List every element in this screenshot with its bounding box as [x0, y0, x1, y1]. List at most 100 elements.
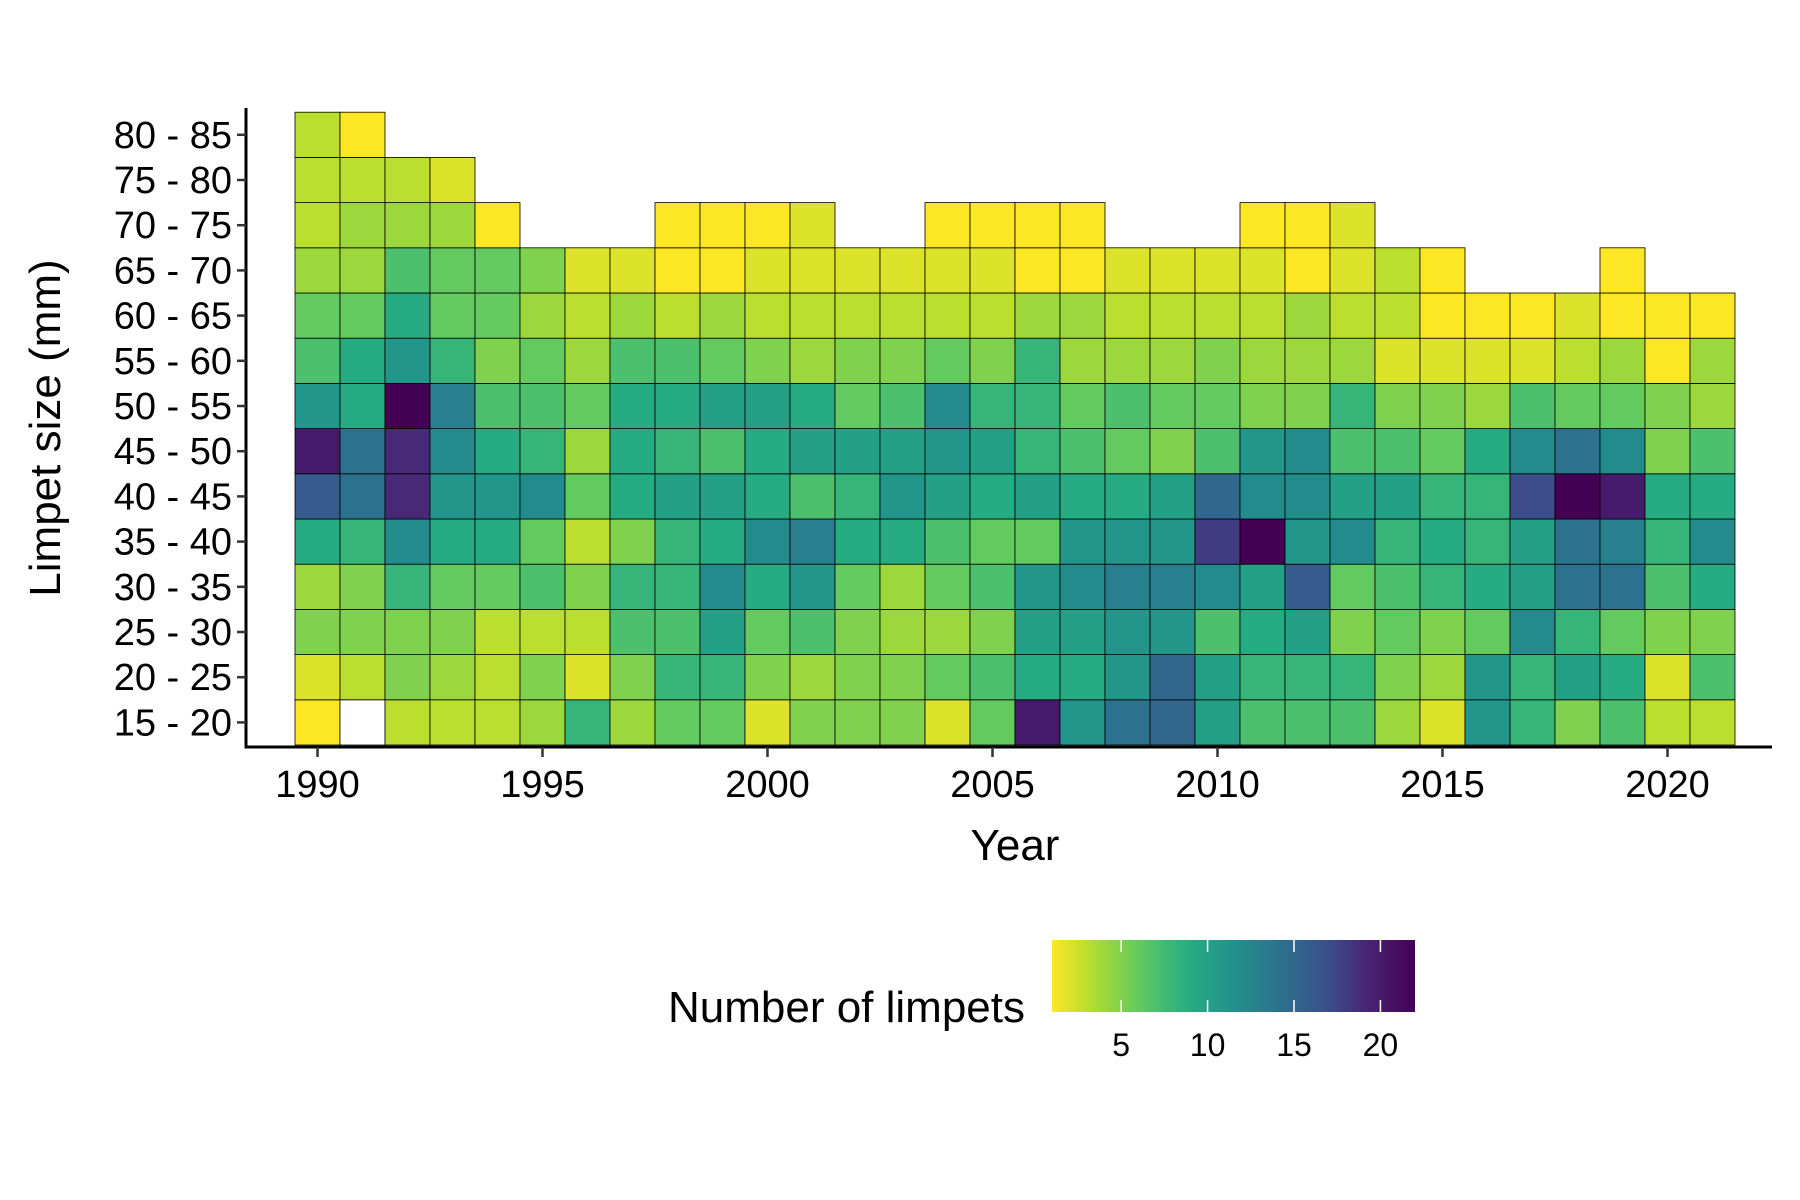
heatmap-cell-2012-50-55 [1284, 382, 1331, 429]
heatmap-cell-1997-35-40 [609, 518, 656, 565]
heatmap-cell-2002-60-65 [834, 292, 881, 339]
heatmap-cell-2021-25-30 [1689, 609, 1736, 656]
heatmap-cell-2020-25-30 [1644, 609, 1691, 656]
heatmap-cell-1998-55-60 [654, 337, 701, 384]
heatmap-cell-2007-50-55 [1059, 382, 1106, 429]
heatmap-cell-1998-65-70 [654, 247, 701, 294]
heatmap-cell-2017-15-20 [1509, 699, 1556, 746]
heatmap-cell-2004-70-75 [924, 202, 971, 249]
heatmap-cell-2005-20-25 [969, 654, 1016, 701]
heatmap-cell-2021-20-25 [1689, 654, 1736, 701]
heatmap-cell-1993-50-55 [429, 382, 476, 429]
heatmap-cell-2009-55-60 [1149, 337, 1196, 384]
heatmap-cell-2003-65-70 [879, 247, 926, 294]
heatmap-cell-2001-45-50 [789, 428, 836, 475]
heatmap-cell-2000-65-70 [744, 247, 791, 294]
color-legend: Number of limpets 5 10 15 20 [668, 940, 1415, 1063]
x-axis-ticks: 1990 1995 2000 2005 2010 2015 2020 [275, 747, 1710, 806]
heatmap-cell-2016-15-20 [1464, 699, 1511, 746]
heatmap-cell-2014-65-70 [1374, 247, 1421, 294]
legend-tick-label: 5 [1112, 1027, 1130, 1063]
heatmap-cell-2008-15-20 [1104, 699, 1151, 746]
heatmap-cell-2008-40-45 [1104, 473, 1151, 520]
heatmap-cell-1992-75-80 [384, 156, 431, 203]
y-tick-label: 45 - 50 [114, 431, 232, 473]
heatmap-cell-1997-40-45 [609, 473, 656, 520]
heatmap-cell-1991-50-55 [339, 382, 386, 429]
heatmap-cell-1997-55-60 [609, 337, 656, 384]
heatmap-cell-2019-25-30 [1599, 609, 1646, 656]
heatmap-cell-2003-60-65 [879, 292, 926, 339]
heatmap-cell-1995-35-40 [519, 518, 566, 565]
heatmap-cell-1991-20-25 [339, 654, 386, 701]
heatmap-cell-2013-35-40 [1329, 518, 1376, 565]
heatmap-cell-1991-25-30 [339, 609, 386, 656]
heatmap-cell-2015-60-65 [1419, 292, 1466, 339]
y-tick-label: 30 - 35 [114, 567, 232, 609]
heatmap-cell-2011-20-25 [1239, 654, 1286, 701]
heatmap-cell-1996-30-35 [564, 563, 611, 610]
heatmap-cell-1999-25-30 [699, 609, 746, 656]
y-tick-label: 70 - 75 [114, 205, 232, 247]
heatmap-cell-2004-40-45 [924, 473, 971, 520]
heatmap-cell-2014-20-25 [1374, 654, 1421, 701]
heatmap-cell-1993-65-70 [429, 247, 476, 294]
heatmap-cell-1999-70-75 [699, 202, 746, 249]
x-tick-label: 1990 [275, 764, 360, 806]
heatmap-cell-1997-45-50 [609, 428, 656, 475]
heatmap-cell-2009-50-55 [1149, 382, 1196, 429]
heatmap-cell-2020-35-40 [1644, 518, 1691, 565]
heatmap-cell-1995-15-20 [519, 699, 566, 746]
heatmap-cell-1992-20-25 [384, 654, 431, 701]
heatmap-cell-2019-15-20 [1599, 699, 1646, 746]
heatmap-cell-2001-70-75 [789, 202, 836, 249]
y-tick-label: 40 - 45 [114, 476, 232, 518]
heatmap-cell-2007-60-65 [1059, 292, 1106, 339]
heatmap-cell-1990-40-45 [294, 473, 341, 520]
heatmap-cell-1991-65-70 [339, 247, 386, 294]
heatmap-cell-2016-30-35 [1464, 563, 1511, 610]
heatmap-cell-2006-35-40 [1014, 518, 1061, 565]
x-tick-label: 2010 [1175, 764, 1260, 806]
heatmap-cell-2003-30-35 [879, 563, 926, 610]
heatmap-cell-2004-50-55 [924, 382, 971, 429]
heatmap-cell-2009-15-20 [1149, 699, 1196, 746]
heatmap-cell-1995-65-70 [519, 247, 566, 294]
heatmap-cell-2014-45-50 [1374, 428, 1421, 475]
heatmap-cell-1998-45-50 [654, 428, 701, 475]
heatmap-cell-1997-60-65 [609, 292, 656, 339]
heatmap-cell-2009-65-70 [1149, 247, 1196, 294]
heatmap-cell-2005-50-55 [969, 382, 1016, 429]
heatmap-cell-1990-35-40 [294, 518, 341, 565]
heatmap-cell-1994-35-40 [474, 518, 521, 565]
heatmap-cell-1990-20-25 [294, 654, 341, 701]
heatmap-cell-2012-70-75 [1284, 202, 1331, 249]
heatmap-cell-2007-35-40 [1059, 518, 1106, 565]
heatmap-cell-2000-25-30 [744, 609, 791, 656]
heatmap-cell-2008-35-40 [1104, 518, 1151, 565]
heatmap-cell-2000-70-75 [744, 202, 791, 249]
y-tick-label: 15 - 20 [114, 702, 232, 744]
heatmap-cell-2020-15-20 [1644, 699, 1691, 746]
heatmap-cell-2016-60-65 [1464, 292, 1511, 339]
heatmap-cell-1996-45-50 [564, 428, 611, 475]
y-tick-label: 55 - 60 [114, 341, 232, 383]
heatmap-cell-1998-35-40 [654, 518, 701, 565]
heatmap-cell-2015-15-20 [1419, 699, 1466, 746]
heatmap-cell-2002-40-45 [834, 473, 881, 520]
heatmap-cell-2012-40-45 [1284, 473, 1331, 520]
heatmap-cell-2006-40-45 [1014, 473, 1061, 520]
heatmap-cell-1994-65-70 [474, 247, 521, 294]
heatmap-cell-2017-25-30 [1509, 609, 1556, 656]
heatmap-cell-2009-20-25 [1149, 654, 1196, 701]
heatmap-cell-2016-25-30 [1464, 609, 1511, 656]
heatmap-cell-1992-25-30 [384, 609, 431, 656]
heatmap-cell-2002-30-35 [834, 563, 881, 610]
heatmap-cell-2012-30-35 [1284, 563, 1331, 610]
heatmap-cell-2009-30-35 [1149, 563, 1196, 610]
heatmap-cell-2005-25-30 [969, 609, 1016, 656]
heatmap-cell-1991-60-65 [339, 292, 386, 339]
heatmap-cell-2000-35-40 [744, 518, 791, 565]
heatmap-cell-2020-50-55 [1644, 382, 1691, 429]
